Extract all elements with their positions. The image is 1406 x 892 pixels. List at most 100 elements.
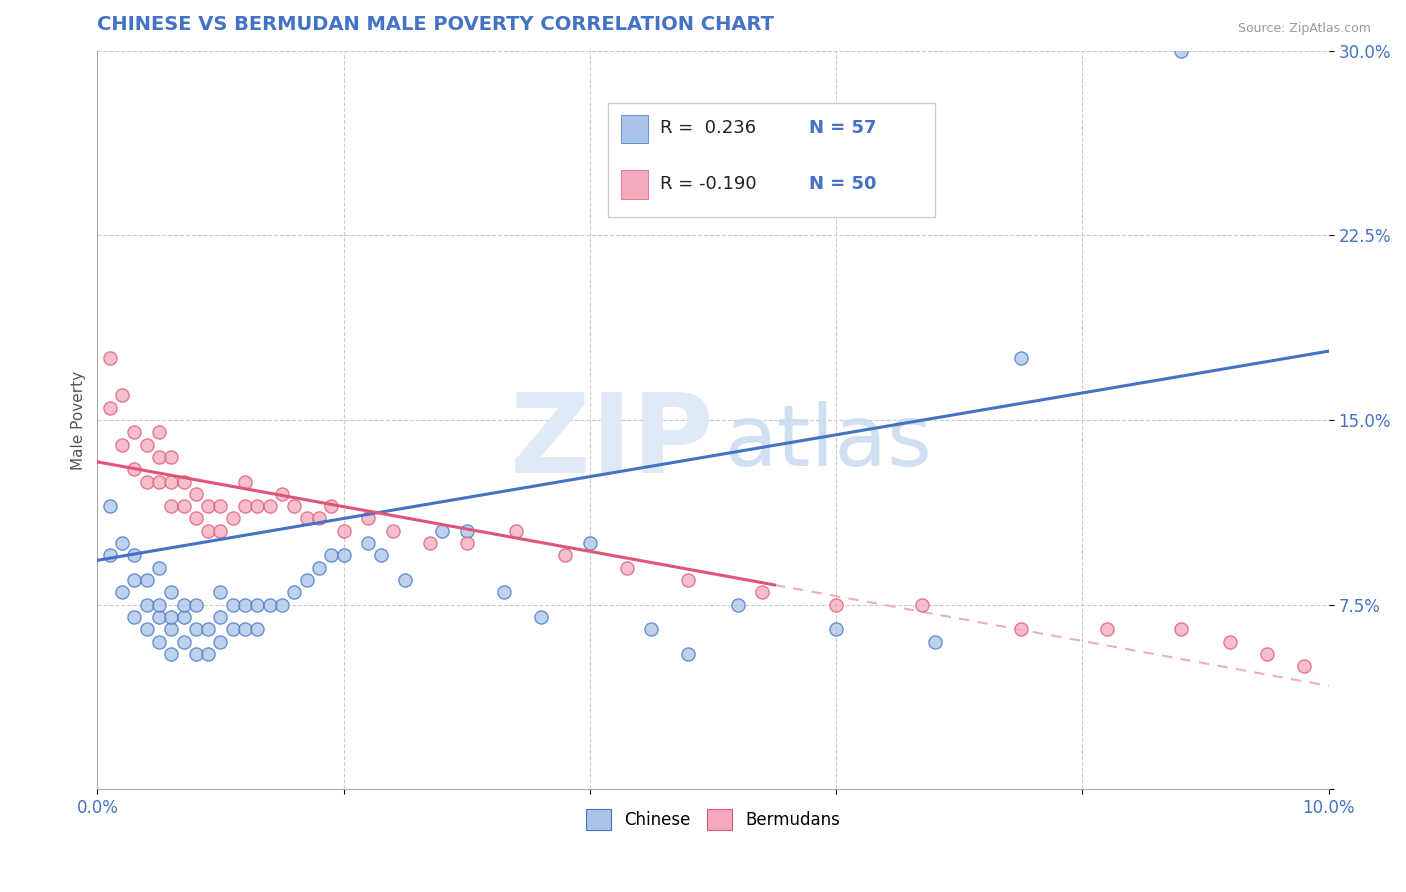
Point	[911, 598, 934, 612]
Point	[357, 511, 380, 525]
Text: R =  0.236: R = 0.236	[659, 120, 756, 137]
Point	[271, 487, 294, 501]
Point	[271, 598, 294, 612]
Point	[1219, 634, 1241, 648]
Legend: Chinese, Bermudans: Chinese, Bermudans	[579, 803, 846, 837]
Point	[222, 511, 245, 525]
Point	[246, 499, 269, 513]
Text: N = 57: N = 57	[808, 120, 876, 137]
Point	[209, 585, 232, 599]
Point	[124, 425, 146, 440]
Point	[160, 622, 183, 636]
Point	[135, 573, 157, 587]
Point	[148, 634, 170, 648]
Point	[332, 524, 354, 538]
Point	[357, 536, 380, 550]
Point	[233, 622, 256, 636]
Point	[233, 475, 256, 489]
Point	[173, 475, 195, 489]
Point	[148, 560, 170, 574]
Point	[209, 610, 232, 624]
Point	[419, 536, 441, 550]
Point	[148, 610, 170, 624]
Point	[98, 549, 121, 563]
Point	[554, 549, 576, 563]
Point	[209, 524, 232, 538]
Point	[160, 610, 183, 624]
Point	[283, 499, 305, 513]
Point	[148, 475, 170, 489]
Point	[1170, 44, 1192, 58]
Point	[111, 388, 134, 402]
Point	[111, 536, 134, 550]
Point	[184, 647, 207, 661]
Point	[222, 598, 245, 612]
Bar	[620, 115, 648, 143]
Point	[381, 524, 404, 538]
Point	[135, 622, 157, 636]
Point	[394, 573, 416, 587]
Point	[160, 475, 183, 489]
Point	[184, 622, 207, 636]
Point	[135, 437, 157, 451]
Text: CHINESE VS BERMUDAN MALE POVERTY CORRELATION CHART: CHINESE VS BERMUDAN MALE POVERTY CORRELA…	[97, 15, 775, 34]
Point	[124, 462, 146, 476]
Point	[184, 487, 207, 501]
Text: Source: ZipAtlas.com: Source: ZipAtlas.com	[1237, 22, 1371, 36]
Point	[456, 524, 478, 538]
Point	[640, 622, 662, 636]
Point	[1292, 659, 1315, 673]
Point	[184, 598, 207, 612]
Point	[173, 634, 195, 648]
Point	[616, 560, 638, 574]
Point	[184, 511, 207, 525]
Point	[111, 585, 134, 599]
FancyBboxPatch shape	[609, 103, 935, 217]
Point	[678, 573, 700, 587]
Point	[173, 499, 195, 513]
Point	[321, 499, 343, 513]
Point	[308, 511, 330, 525]
Point	[209, 499, 232, 513]
Point	[98, 401, 121, 415]
Point	[233, 598, 256, 612]
Point	[321, 549, 343, 563]
Point	[98, 499, 121, 513]
Point	[283, 585, 305, 599]
Point	[98, 351, 121, 366]
Point	[505, 524, 527, 538]
Point	[197, 647, 219, 661]
Point	[825, 598, 848, 612]
Point	[160, 450, 183, 464]
Point	[197, 499, 219, 513]
Point	[135, 598, 157, 612]
Point	[111, 437, 134, 451]
Bar	[620, 170, 648, 199]
Point	[295, 511, 318, 525]
Point	[197, 622, 219, 636]
Point	[124, 549, 146, 563]
Text: atlas: atlas	[725, 401, 934, 483]
Point	[135, 475, 157, 489]
Point	[727, 598, 749, 612]
Point	[160, 499, 183, 513]
Y-axis label: Male Poverty: Male Poverty	[72, 370, 86, 469]
Point	[924, 634, 946, 648]
Point	[1095, 622, 1118, 636]
Text: R = -0.190: R = -0.190	[659, 175, 756, 193]
Text: ZIP: ZIP	[509, 389, 713, 496]
Point	[492, 585, 515, 599]
Point	[370, 549, 392, 563]
Point	[430, 524, 453, 538]
Point	[1010, 351, 1032, 366]
Point	[308, 560, 330, 574]
Point	[332, 549, 354, 563]
Point	[209, 634, 232, 648]
Point	[295, 573, 318, 587]
Point	[160, 585, 183, 599]
Point	[222, 622, 245, 636]
Point	[160, 647, 183, 661]
Point	[825, 622, 848, 636]
Point	[173, 598, 195, 612]
Point	[1256, 647, 1278, 661]
